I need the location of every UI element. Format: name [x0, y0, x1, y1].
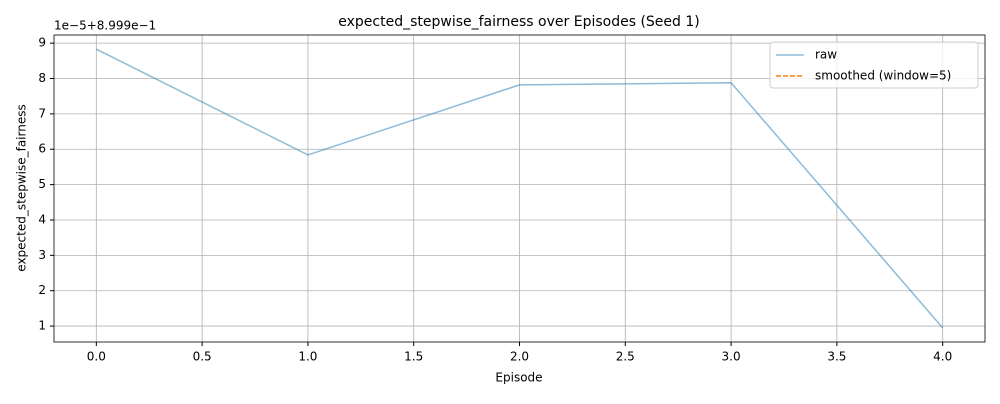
plot-frame — [53, 34, 986, 343]
y-tick-label: 7 — [38, 106, 46, 120]
legend-box — [769, 41, 979, 89]
legend-label: raw — [815, 48, 837, 62]
x-tick-label: 3.0 — [722, 350, 741, 364]
legend-label: smoothed (window=5) — [815, 69, 951, 83]
chart-title: expected_stepwise_fairness over Episodes… — [338, 14, 699, 30]
line-series — [95, 48, 944, 329]
y-tick-label: 1 — [38, 319, 46, 333]
y-offset-text: 1e−5+8.999e−1 — [54, 19, 156, 33]
x-tick-label: 0.0 — [87, 350, 106, 364]
x-tick-label: 0.5 — [193, 350, 212, 364]
y-tick-label: 3 — [38, 248, 46, 262]
y-tick-label: 5 — [38, 177, 46, 191]
x-tick-label: 1.0 — [298, 350, 317, 364]
x-axis-label: Episode — [495, 371, 542, 385]
y-tick-label: 4 — [38, 212, 46, 226]
y-tick-label: 8 — [38, 71, 46, 85]
x-tick-label: 2.0 — [510, 350, 529, 364]
x-tick-label: 4.0 — [933, 350, 952, 364]
x-tick-label: 2.5 — [616, 350, 635, 364]
x-tick-label: 3.5 — [827, 350, 846, 364]
y-tick-label: 6 — [38, 142, 46, 156]
y-tick-label: 2 — [38, 283, 46, 297]
legend: raw smoothed (window=5) — [769, 41, 979, 89]
x-tick-label: 1.5 — [404, 350, 423, 364]
y-axis-label: expected_stepwise_fairness — [15, 104, 29, 271]
y-tick-label: 9 — [38, 36, 46, 50]
